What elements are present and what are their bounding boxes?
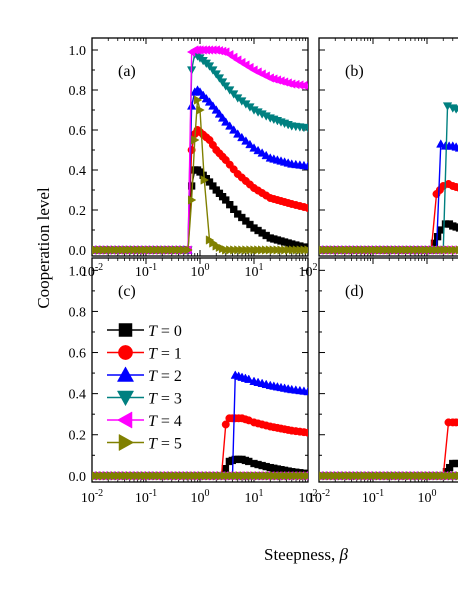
data-point: [184, 245, 193, 255]
y-tick-label: 0.4: [69, 388, 87, 403]
data-point: [436, 139, 446, 148]
panel-label: (c): [118, 283, 136, 300]
x-axis-label-text: Steepness,: [264, 545, 340, 564]
data-point: [304, 245, 308, 255]
x-tick-label: 10-1: [362, 488, 384, 506]
panel-label: (d): [345, 283, 364, 300]
data-point: [221, 117, 231, 126]
y-tick-label: 0.6: [69, 347, 87, 362]
data-point: [222, 196, 230, 204]
y-tick-label: 0.2: [69, 204, 87, 219]
x-tick-label: 102: [299, 262, 318, 280]
data-point: [304, 204, 308, 212]
legend-marker: [118, 345, 133, 360]
data-point: [191, 135, 200, 145]
x-tick-label: 100: [191, 488, 210, 506]
legend-marker: [116, 366, 135, 382]
data-point: [221, 464, 230, 473]
legend-marker: [118, 323, 133, 337]
data-point: [303, 83, 308, 89]
legend-marker: [118, 433, 135, 452]
data-point: [233, 129, 243, 138]
series-group: [92, 370, 308, 481]
series-group: [319, 102, 458, 255]
series-line: [92, 52, 308, 251]
x-tick-label: 100: [191, 262, 210, 280]
data-point: [221, 420, 230, 429]
x-tick-label: 100: [418, 488, 437, 506]
data-point: [455, 459, 458, 468]
x-axis-label-symbol: β: [339, 545, 349, 564]
legend-label: T = 4: [148, 413, 182, 430]
legend-label: T = 0: [148, 323, 182, 340]
panel-1: 0.00.20.40.60.81.010-2 10-1 100 101 102(a): [69, 37, 318, 280]
legend: T = 0 T = 1 T = 2 T = 3 T = 4 T = 5: [107, 323, 182, 453]
y-axis-label: Cooperation level: [34, 187, 53, 309]
data-point: [244, 374, 254, 383]
x-tick-label: 10-2: [81, 262, 103, 280]
data-point: [303, 161, 308, 170]
x-tick-label: 10-1: [135, 262, 157, 280]
data-point: [187, 195, 197, 205]
data-point: [303, 386, 308, 396]
chart-panels: 0.00.20.40.60.81.010-2 10-1 100 101 102(a) (b…: [69, 37, 458, 506]
data-point: [455, 418, 458, 427]
data-point: [200, 175, 210, 185]
x-axis-label: Steepness, β: [264, 545, 349, 564]
data-point: [455, 184, 458, 192]
data-point: [454, 145, 458, 152]
data-point: [454, 106, 458, 113]
x-tick-label: 102: [299, 488, 318, 506]
data-point: [226, 201, 234, 209]
panel-frame: [318, 257, 458, 483]
data-point: [229, 125, 239, 134]
y-tick-label: 1.0: [69, 44, 87, 59]
panel-label: (b): [345, 63, 364, 80]
y-tick-label: 1.0: [69, 264, 87, 279]
data-point: [186, 101, 197, 110]
x-tick-label: 10-2: [81, 488, 103, 506]
data-point: [245, 139, 255, 149]
y-tick-label: 0.6: [69, 124, 87, 139]
x-tick-label: 101: [245, 488, 264, 506]
y-tick-label: 0.0: [69, 470, 87, 485]
data-point: [180, 245, 189, 255]
panel-4: 10-2 10-1 100 (d): [308, 257, 458, 506]
data-point: [304, 471, 308, 481]
data-point: [193, 95, 203, 105]
data-point: [455, 224, 458, 232]
data-point: [237, 132, 247, 142]
x-tick-label: 10-1: [135, 488, 157, 506]
data-point: [303, 124, 308, 133]
series-group: [319, 418, 458, 481]
data-point: [225, 121, 235, 130]
legend-marker: [116, 411, 133, 429]
legend-marker: [116, 390, 135, 407]
y-tick-label: 0.8: [69, 305, 87, 320]
x-tick-label: 10-2: [308, 488, 330, 506]
data-point: [196, 105, 205, 115]
data-point: [230, 205, 238, 213]
legend-label: T = 5: [148, 436, 182, 453]
panel-2: (b): [318, 37, 458, 257]
y-tick-label: 0.0: [69, 244, 87, 259]
series-line: [92, 128, 308, 251]
panel-3: 0.00.20.40.60.81.010-2 10-1 100 101 102(c): [69, 257, 318, 506]
x-tick-label: 101: [245, 262, 264, 280]
y-tick-label: 0.4: [69, 164, 87, 179]
data-point: [304, 428, 308, 437]
y-tick-label: 0.2: [69, 429, 87, 444]
legend-label: T = 2: [148, 368, 182, 385]
series-group: [92, 45, 308, 255]
data-point: [241, 136, 251, 145]
y-tick-label: 0.8: [69, 84, 87, 99]
panel-label: (a): [118, 63, 136, 80]
legend-label: T = 1: [148, 346, 182, 363]
legend-label: T = 3: [148, 391, 182, 408]
series-line: [319, 421, 458, 477]
